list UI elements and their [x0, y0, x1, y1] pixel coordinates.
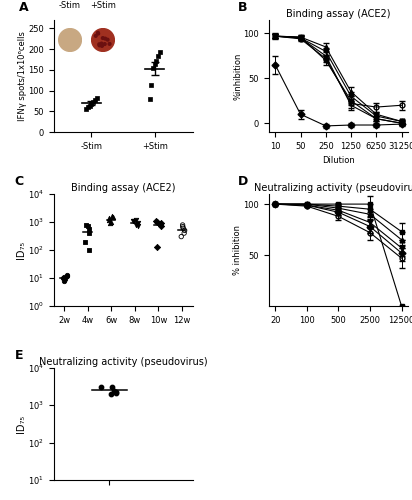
Point [88, 100, 95, 108]
Point [98, 384, 105, 392]
Circle shape [104, 38, 107, 40]
Point [130, 218, 136, 226]
Point [86, 225, 93, 233]
Point [181, 229, 187, 237]
Point [107, 219, 113, 227]
Y-axis label: ID₇₅: ID₇₅ [16, 415, 26, 433]
Point [135, 218, 141, 226]
Circle shape [98, 43, 101, 46]
X-axis label: Dilution: Dilution [322, 156, 355, 166]
Point [154, 52, 161, 60]
Point [91, 96, 98, 104]
Circle shape [100, 42, 103, 45]
Point [181, 226, 188, 234]
Point [90, 98, 96, 106]
Point [108, 218, 115, 226]
Point [107, 390, 114, 398]
Point [87, 102, 93, 110]
Point [154, 243, 160, 251]
Text: C: C [15, 175, 24, 188]
Circle shape [98, 44, 101, 47]
Point [85, 229, 92, 237]
Point [61, 273, 68, 281]
Point [157, 48, 163, 56]
Point [180, 224, 187, 232]
Circle shape [103, 42, 106, 45]
Point [146, 95, 153, 103]
Point [83, 106, 90, 114]
Circle shape [96, 32, 99, 34]
Point [179, 221, 186, 229]
Point [157, 220, 163, 228]
Circle shape [108, 42, 111, 45]
Circle shape [94, 34, 97, 37]
Y-axis label: IFNγ spots/1x10⁶cells: IFNγ spots/1x10⁶cells [18, 31, 27, 121]
Title: Neutralizing activity (pseudovirus): Neutralizing activity (pseudovirus) [39, 357, 207, 367]
Circle shape [106, 38, 109, 41]
Point [153, 218, 159, 226]
Point [83, 220, 89, 228]
Point [178, 232, 185, 240]
Point [133, 220, 139, 228]
Point [61, 277, 68, 285]
Point [109, 212, 115, 220]
Y-axis label: ID₇₅: ID₇₅ [16, 241, 26, 259]
Point [84, 222, 91, 230]
Point [109, 383, 116, 391]
Title: Binding assay (ACE2): Binding assay (ACE2) [286, 9, 391, 19]
Point [112, 389, 119, 397]
Circle shape [101, 36, 104, 40]
Point [86, 246, 93, 254]
Point [150, 64, 156, 72]
Point [148, 81, 154, 89]
Point [110, 213, 116, 221]
Point [60, 274, 66, 282]
Point [105, 214, 112, 222]
Point [153, 56, 159, 64]
Circle shape [91, 28, 115, 52]
Point [151, 60, 158, 68]
Point [134, 222, 141, 230]
Point [85, 104, 91, 112]
Point [82, 238, 88, 246]
Point [106, 216, 112, 224]
Point [63, 271, 70, 279]
Title: Neutralizing activity (pseudovirus): Neutralizing activity (pseudovirus) [254, 183, 412, 193]
Point [62, 276, 69, 283]
Circle shape [97, 32, 100, 35]
Point [111, 388, 118, 396]
Point [131, 217, 137, 225]
Point [158, 222, 164, 230]
Point [112, 388, 119, 396]
Circle shape [101, 44, 103, 48]
Title: Binding assay (ACE2): Binding assay (ACE2) [71, 183, 175, 193]
Text: -Stim: -Stim [59, 0, 81, 10]
Circle shape [59, 28, 82, 52]
Y-axis label: %inhibition: %inhibition [233, 52, 242, 100]
Point [133, 216, 140, 224]
Text: A: A [19, 1, 28, 14]
Point [153, 218, 160, 226]
Point [180, 222, 186, 230]
Y-axis label: % inhibition: % inhibition [233, 225, 242, 275]
Point [93, 94, 100, 102]
Text: E: E [15, 349, 23, 362]
Point [158, 218, 165, 226]
Point [63, 272, 70, 280]
Text: +Stim: +Stim [90, 0, 116, 10]
Text: D: D [239, 175, 248, 188]
Text: B: B [239, 1, 248, 14]
